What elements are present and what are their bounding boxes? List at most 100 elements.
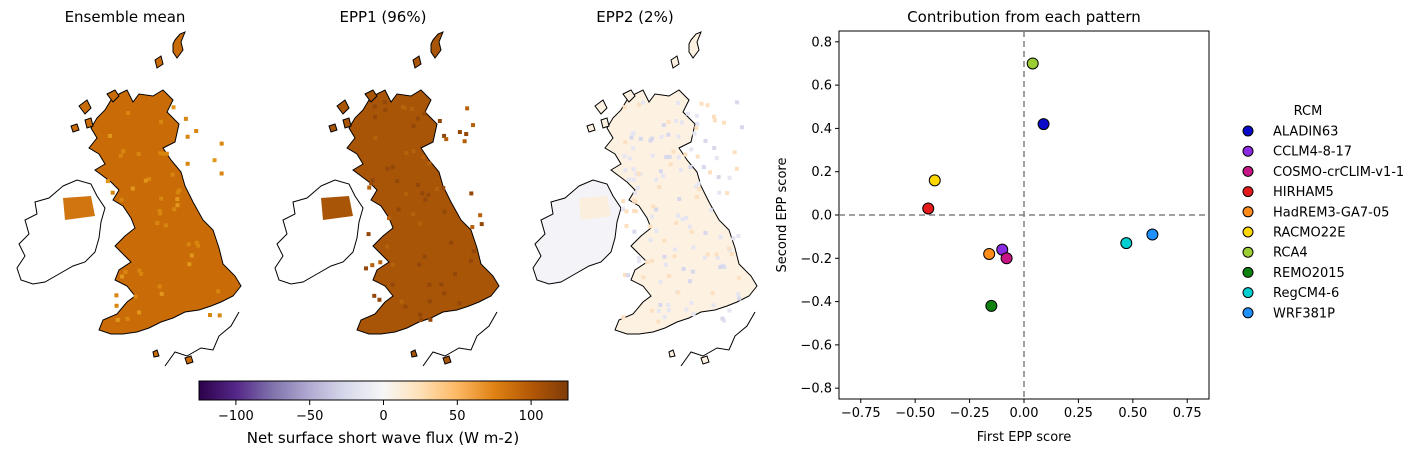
grid-cell (721, 120, 726, 125)
grid-cell (623, 168, 628, 173)
legend-marker (1242, 186, 1254, 198)
grid-cell (114, 303, 119, 308)
point-racmo22e (928, 174, 941, 187)
legend-label: RCA4 (1273, 246, 1308, 261)
grid-cell (404, 191, 409, 196)
grid-cell (147, 177, 152, 182)
grid-cell (718, 265, 723, 270)
grid-cell (697, 187, 702, 192)
legend-title: RCM (1294, 104, 1323, 119)
grid-cell (139, 271, 144, 276)
x-axis-ticks: −0.75 −0.50 −0.25 0.00 0.25 0.50 0.75 (841, 399, 1202, 421)
grid-cell (411, 123, 416, 128)
grid-cell (631, 198, 636, 203)
grid-cell (654, 207, 659, 212)
grid-cell (710, 291, 715, 296)
chart-title: Contribution from each pattern (907, 8, 1141, 26)
grid-cell (212, 158, 217, 163)
grid-cell (676, 213, 681, 218)
grid-cell (690, 269, 695, 274)
map-panel-ensemble-mean: Ensemble mean (16, 8, 242, 367)
grid-cell (691, 245, 696, 250)
grid-cell (390, 165, 395, 170)
legend-marker (1242, 246, 1254, 258)
grid-cell (648, 224, 653, 229)
grid-cell (624, 209, 629, 214)
grid-cell (714, 156, 719, 161)
reference-lines (839, 31, 1209, 399)
grid-cell (373, 135, 378, 140)
grid-cell (421, 155, 426, 160)
grid-cell (399, 299, 404, 304)
grid-cell (163, 223, 168, 228)
colorbar-label: Net surface short wave flux (W m-2) (247, 429, 519, 447)
point-wrf381p (1146, 228, 1159, 241)
great-britain-outline (346, 31, 500, 335)
grid-cell (183, 116, 188, 121)
grid-cell (649, 258, 654, 263)
grid-cell (666, 302, 671, 307)
island-outline (84, 117, 94, 129)
grid-cell (689, 301, 694, 306)
grid-cell (689, 147, 694, 152)
y-tick-label: 0.6 (811, 79, 832, 94)
great-britain-outline (88, 31, 242, 335)
grid-cell (442, 133, 447, 138)
ireland-outline (274, 179, 364, 285)
grid-cell (387, 216, 392, 221)
grid-cell (396, 207, 401, 212)
grid-cell (672, 254, 677, 259)
grid-cell (479, 222, 484, 227)
grid-cell (187, 262, 192, 267)
island-outline (336, 99, 350, 115)
grid-cell (695, 121, 700, 126)
grid-cell (623, 140, 628, 145)
grid-cell (172, 207, 177, 212)
grid-cell (422, 254, 427, 259)
x-tick-label: 0.00 (1010, 406, 1039, 421)
grid-cell (718, 235, 723, 240)
island-outline (412, 55, 422, 69)
grid-cell (465, 106, 470, 111)
grid-cell (637, 259, 642, 264)
island-outline (364, 89, 378, 103)
grid-cell (688, 279, 693, 284)
point-aladin63 (1037, 118, 1050, 131)
grid-cell (666, 132, 671, 137)
grid-cell (659, 135, 664, 140)
grid-cell (143, 178, 148, 183)
grid-cell (457, 301, 462, 306)
grid-cell (442, 209, 447, 214)
island-outline (594, 99, 608, 115)
grid-cell (441, 186, 446, 191)
great-britain-outline (604, 31, 758, 335)
legend-label: RACMO22E (1273, 226, 1345, 241)
grid-cell (208, 313, 213, 318)
grid-cell (177, 188, 182, 193)
grid-cell (687, 224, 692, 229)
grid-cell (137, 268, 142, 273)
grid-cell (390, 282, 395, 287)
map-panel-epp1: EPP1 (96%) (274, 8, 500, 367)
grid-cell (158, 211, 163, 216)
grid-cell (426, 192, 431, 197)
grid-cell (161, 151, 166, 156)
grid-cell (382, 100, 387, 105)
grid-cell (641, 100, 646, 105)
grid-cell (428, 317, 433, 322)
grid-cell (621, 199, 626, 204)
y-axis-label: Second EPP score (775, 158, 790, 273)
grid-cell (712, 118, 717, 123)
grid-cell (694, 126, 699, 131)
island-outline (442, 355, 452, 365)
grid-cell (470, 225, 475, 230)
grid-cell (679, 120, 684, 125)
grid-cell (684, 215, 689, 220)
grid-cell (409, 107, 414, 112)
grid-cell (650, 153, 655, 158)
x-tick-label: 0.25 (1064, 406, 1093, 421)
grid-cell (661, 123, 666, 128)
grid-cell (370, 178, 375, 183)
y-tick-label: 0.0 (811, 209, 832, 224)
grid-cell (651, 204, 656, 209)
